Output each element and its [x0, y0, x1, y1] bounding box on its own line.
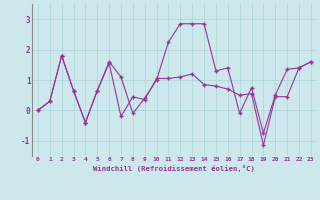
X-axis label: Windchill (Refroidissement éolien,°C): Windchill (Refroidissement éolien,°C) [93, 165, 255, 172]
